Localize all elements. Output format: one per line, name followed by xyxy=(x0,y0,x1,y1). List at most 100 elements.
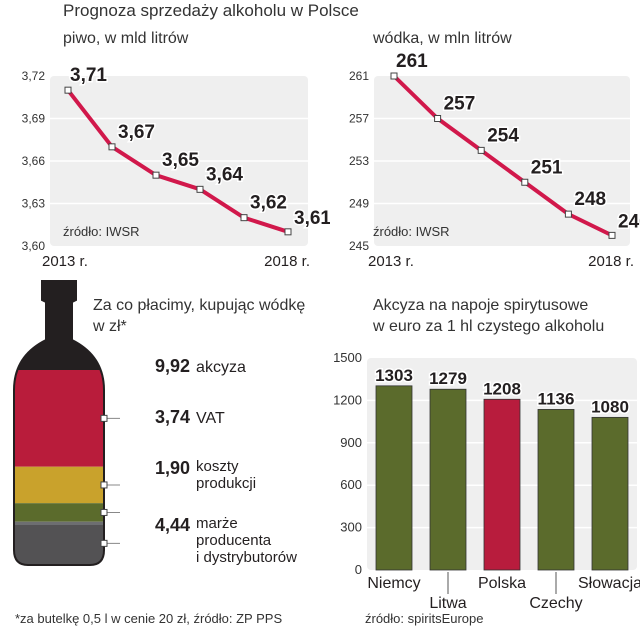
beer-chart-title: piwo, w mld litrów xyxy=(63,30,189,47)
beer-data-label: 3,64 xyxy=(206,164,243,185)
vodka-y-tick-label: 257 xyxy=(349,112,369,126)
beer-y-tick-label: 3,63 xyxy=(22,197,46,211)
vodka-data-point xyxy=(521,178,529,186)
bar-y-tick-label: 900 xyxy=(340,435,362,450)
bottle-item-production: 1,90 koszty produkcji xyxy=(155,458,256,492)
beer-data-label: 3,62 xyxy=(250,193,287,214)
bar-y-tick-label: 0 xyxy=(355,562,362,577)
beer-data-label: 3,61 xyxy=(294,208,330,229)
vodka-data-label: 248 xyxy=(574,189,606,210)
bar xyxy=(483,398,521,571)
bottle-segment-vat xyxy=(14,466,104,504)
bar-y-tick-label: 1500 xyxy=(333,350,362,365)
bar-y-tick-label: 1200 xyxy=(333,392,362,407)
vodka-data-label: 251 xyxy=(531,157,563,178)
vodka-data-label: 246 xyxy=(618,211,640,232)
vodka-data-label: 261 xyxy=(396,51,428,72)
bottle-value: 1,90 xyxy=(155,458,191,478)
bottle-value: 4,44 xyxy=(155,515,191,535)
bar-value-label: 1208 xyxy=(483,379,521,398)
vodka-y-tick-label: 245 xyxy=(349,239,369,253)
vodka-data-label: 254 xyxy=(487,125,519,146)
beer-line-chart: 3,72 3,69 3,66 3,63 3,60 3,71 3,67 3,65 3,64 3,62… xyxy=(22,64,330,270)
bottle-outline xyxy=(13,280,105,566)
beer-data-point xyxy=(152,171,160,179)
vodka-series-line xyxy=(392,74,613,238)
bottle-label: VAT xyxy=(196,410,225,427)
main-title: Prognoza sprzedaży alkoholu w Polsce xyxy=(63,1,359,20)
vodka-data-point xyxy=(564,210,572,218)
bar xyxy=(591,416,629,571)
vodka-data-point xyxy=(434,115,442,122)
bottle-leader-marker xyxy=(100,414,108,422)
excise-chart-subtitle: w euro za 1 hl czystego alkoholu xyxy=(373,318,605,335)
bar-value-label: 1279 xyxy=(429,369,467,388)
beer-data-point xyxy=(64,86,72,94)
bottle-footnote: *za butelkę 0,5 l w cenie 20 zł, źródło:… xyxy=(15,611,283,626)
beer-y-tick-label: 3,72 xyxy=(22,69,46,83)
bottle-label: marże xyxy=(196,515,238,532)
bottle-label: producenta xyxy=(196,532,272,549)
beer-source: źródło: IWSR xyxy=(63,224,140,239)
bottle-label: produkcji xyxy=(196,475,257,492)
bottle-leader-marker xyxy=(100,508,108,516)
bar-value-label: 1136 xyxy=(538,389,575,408)
vodka-chart-title: wódka, w mln litrów xyxy=(373,30,512,47)
vodka-data-label: 257 xyxy=(444,94,476,115)
vodka-y-tick-label: 261 xyxy=(349,69,369,83)
bar-category-label: Litwa xyxy=(429,595,466,612)
bar-category-label: Polska xyxy=(478,575,526,592)
bar xyxy=(375,385,413,571)
vodka-y-tick-label: 249 xyxy=(349,197,369,211)
bottle-leader-marker xyxy=(100,481,108,489)
beer-y-tick-label: 3,69 xyxy=(22,112,46,126)
beer-x-label-start: 2013 r. xyxy=(42,253,88,270)
bar-value-label: 1303 xyxy=(375,366,413,385)
beer-data-label: 3,71 xyxy=(70,65,107,86)
beer-y-tick-label: 3,66 xyxy=(22,154,46,168)
vodka-y-tick-label: 253 xyxy=(349,154,369,168)
bottle-label: koszty xyxy=(196,458,239,475)
beer-data-point xyxy=(284,228,292,236)
bottle-value: 9,92 xyxy=(155,356,191,376)
vodka-data-point xyxy=(477,146,485,154)
bottle-subtitle: w zł* xyxy=(93,318,127,335)
beer-series-line xyxy=(66,88,289,234)
bar-category-label: Czechy xyxy=(529,595,582,612)
bar xyxy=(429,388,467,571)
bar xyxy=(537,409,575,571)
beer-data-point xyxy=(196,185,204,193)
beer-data-point xyxy=(240,214,248,222)
vodka-data-point xyxy=(608,231,616,239)
bottle-item-excise: 9,92 akcyza xyxy=(155,356,246,377)
bar-category-label: Słowacja xyxy=(578,575,640,592)
excise-bar-chart: 1500 1200 900 600 300 0 1303 Niemcy 1279 Litwa 120… xyxy=(333,350,640,612)
bottle-leader-line xyxy=(104,417,120,419)
bottle-label: akcyza xyxy=(196,359,246,376)
bar-y-tick-label: 600 xyxy=(340,477,362,492)
vodka-source: źródło: IWSR xyxy=(373,224,450,239)
bottle-label: i dystrybutorów xyxy=(196,549,297,566)
bar-y-tick-label: 300 xyxy=(340,520,362,535)
beer-x-label-end: 2018 r. xyxy=(264,253,310,270)
bar-value-label: 1080 xyxy=(591,397,629,416)
bottle-shadow xyxy=(14,525,104,565)
beer-data-point xyxy=(108,143,116,151)
bottle-segment-margins xyxy=(14,521,104,565)
bottle-leader-marker xyxy=(100,539,108,547)
bottle-leader-line xyxy=(104,511,120,513)
bar-category-label: Niemcy xyxy=(367,575,420,592)
bottle-title: Za co płacimy, kupując wódkę xyxy=(93,297,306,314)
bottle-item-margins: 4,44 marże producenta i dystrybutorów xyxy=(155,515,297,566)
bottle-segment-production xyxy=(14,503,104,522)
bottle-fill-group xyxy=(14,280,104,565)
beer-y-tick-label: 3,60 xyxy=(22,239,46,253)
vodka-bottle xyxy=(13,280,120,566)
beer-data-label: 3,67 xyxy=(118,122,155,143)
vodka-x-label-start: 2013 r. xyxy=(368,253,414,270)
excise-source: źródło: spiritsEurope xyxy=(365,611,484,626)
vodka-x-label-end: 2018 r. xyxy=(588,253,634,270)
bottle-item-vat: 3,74 VAT xyxy=(155,407,225,428)
bottle-segment-excise xyxy=(14,370,104,467)
vodka-line-chart: 261 257 253 249 245 261 257 254 251 248 246 2013 r.… xyxy=(349,50,640,270)
